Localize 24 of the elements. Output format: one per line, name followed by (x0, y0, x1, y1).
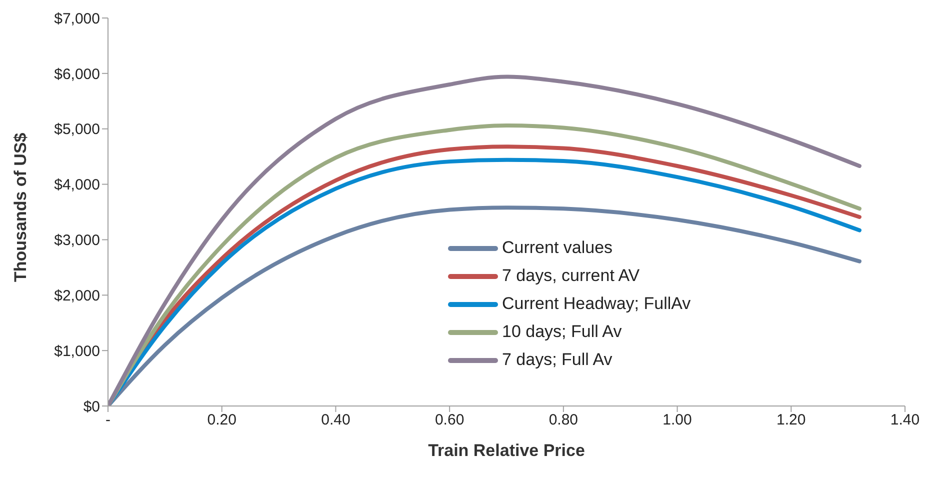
legend-label: 7 days; Full Av (502, 349, 612, 371)
y-tick-label: $1,000 (54, 342, 100, 360)
legend-label: 7 days, current AV (502, 265, 640, 287)
x-tick-label: 1.40 (890, 412, 920, 429)
x-tick-label: 1.00 (662, 412, 692, 429)
y-tick-label: $2,000 (54, 287, 100, 304)
legend-label: Current values (502, 237, 613, 259)
x-tick-label: 0.40 (321, 412, 350, 429)
y-tick-label: $5,000 (54, 121, 100, 138)
legend-label: 10 days; Full Av (502, 321, 622, 343)
x-tick-label: 1.20 (776, 412, 806, 429)
x-axis-title: Train Relative Price (428, 441, 585, 460)
x-tick-label: - (106, 412, 110, 429)
x-tick-label: 0.20 (207, 412, 236, 429)
legend-label: Current Headway; FullAv (502, 293, 691, 315)
y-tick-label: $7,000 (54, 10, 100, 28)
y-tick-label: $3,000 (54, 232, 100, 250)
y-tick-label: $6,000 (54, 66, 100, 83)
x-tick-label: 0.60 (434, 412, 464, 429)
x-tick-label: 0.80 (548, 412, 578, 429)
y-tick-label: $0 (83, 398, 100, 416)
y-tick-label: $4,000 (54, 176, 100, 194)
y-axis-title: Thousands of US$ (11, 132, 30, 282)
line-series (108, 206, 862, 406)
